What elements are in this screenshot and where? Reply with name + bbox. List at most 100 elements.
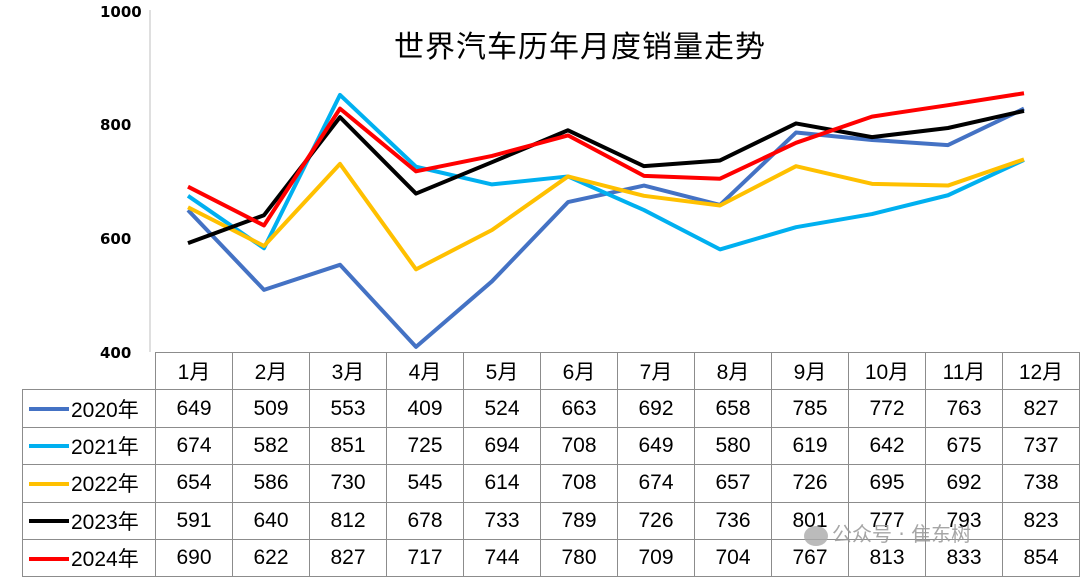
data-cell: 726 [771,464,849,503]
data-table: 1月 2月 3月 4月 5月 6月 7月 8月 9月 10月 11月 12月 2020年 649 509 55… [22,351,1080,578]
series-line-2021年 [186,92,1025,252]
series-line-2023年 [187,108,1025,246]
data-cell: 674 [155,426,233,466]
table-corner [23,353,156,390]
table-row: 2020年 649 509 553 409 524 663 692 658 785 772 763 82… [22,389,1080,428]
data-cell: 524 [463,389,541,428]
series-name: 2024年 [71,548,139,572]
category-label: 4月 [386,351,464,391]
category-label: 7月 [617,351,695,391]
wechat-icon [804,525,828,546]
data-cell: 642 [848,426,926,466]
legend-swatch [29,556,69,561]
legend-swatch [29,407,69,412]
data-cell: 708 [540,464,618,503]
legend-entry: 2020年 [22,389,156,428]
data-cell: 692 [617,389,695,428]
series-name: 2022年 [71,473,139,497]
data-cell: 708 [540,426,618,466]
data-cell: 586 [232,464,310,503]
line-chart [149,10,1025,352]
chart-title: 世界汽车历年月度销量走势 [394,30,766,65]
data-cell: 582 [232,426,310,466]
series-name: 2021年 [71,435,139,459]
y-tick-label: 400 [100,344,132,362]
series-name: 2023年 [71,510,139,534]
data-cell: 690 [155,538,233,578]
data-cell: 704 [694,538,772,578]
data-cell: 695 [848,464,926,503]
data-cell: 763 [925,389,1003,428]
y-tick-label: 600 [100,230,132,248]
data-cell: 851 [309,426,387,466]
data-cell: 772 [848,389,926,428]
category-label: 10月 [848,351,926,391]
data-cell: 674 [617,464,695,503]
table-header-row: 1月 2月 3月 4月 5月 6月 7月 8月 9月 10月 11月 12月 [23,351,1080,391]
data-cell: 789 [540,501,618,540]
table-row: 2021年 674 582 851 725 694 708 649 580 619 642 675 73… [22,426,1080,466]
category-label: 1月 [155,351,233,391]
data-cell: 736 [694,501,772,540]
legend-entry: 2021年 [22,426,156,466]
data-cell: 692 [925,464,1003,503]
series-layer [186,91,1025,349]
series-name: 2020年 [71,398,139,422]
data-cell: 663 [540,389,618,428]
data-cell: 726 [617,501,695,540]
category-label: 8月 [694,351,772,391]
data-cell: 780 [540,538,618,578]
category-label: 9月 [771,351,849,391]
data-cell: 854 [1002,538,1080,578]
data-cell: 827 [309,538,387,578]
table-row: 2023年 591 640 812 678 733 789 726 736 801 777 793 82… [22,501,1080,540]
table-row: 2022年 654 586 730 545 614 708 674 657 726 695 692 73… [22,464,1080,503]
legend-swatch [29,519,69,524]
data-cell: 622 [232,538,310,578]
data-cell: 738 [1002,464,1080,503]
data-cell: 785 [771,389,849,428]
category-label: 2月 [232,351,310,391]
category-label: 5月 [463,351,541,391]
legend-swatch [29,444,69,449]
legend-swatch [29,481,69,486]
data-cell: 694 [463,426,541,466]
legend-entry: 2023年 [22,501,156,540]
category-label: 11月 [925,351,1003,391]
data-cell: 833 [925,538,1003,578]
data-cell: 409 [386,389,464,428]
data-cell: 823 [1002,501,1080,540]
series-line-2024年 [187,91,1025,228]
data-cell: 509 [232,389,310,428]
data-cell: 730 [309,464,387,503]
data-cell: 767 [771,538,849,578]
data-cell: 709 [617,538,695,578]
data-cell: 725 [386,426,464,466]
table-row: 2024年 690 622 827 717 744 780 709 704 767 813 833 85… [22,538,1080,578]
data-cell: 553 [309,389,387,428]
legend-entry: 2022年 [22,464,156,503]
data-cell: 813 [848,538,926,578]
data-cell: 580 [694,426,772,466]
data-cell: 717 [386,538,464,578]
y-tick-label: 1000 [100,3,142,21]
data-cell: 649 [155,389,233,428]
category-label: 12月 [1002,351,1080,391]
data-cell: 812 [309,501,387,540]
data-cell: 658 [694,389,772,428]
data-cell: 678 [386,501,464,540]
watermark: 公众号 · 隹东树 [804,518,971,547]
data-cell: 614 [463,464,541,503]
watermark-text: 公众号 · 隹东树 [832,522,972,546]
category-label: 6月 [540,351,618,391]
data-cell: 654 [155,464,233,503]
legend-entry: 2024年 [22,538,156,578]
data-cell: 827 [1002,389,1080,428]
data-cell: 545 [386,464,464,503]
series-line-2022年 [187,157,1025,272]
data-cell: 733 [463,501,541,540]
data-cell: 619 [771,426,849,466]
data-cell: 640 [232,501,310,540]
data-cell: 657 [694,464,772,503]
data-cell: 675 [925,426,1003,466]
